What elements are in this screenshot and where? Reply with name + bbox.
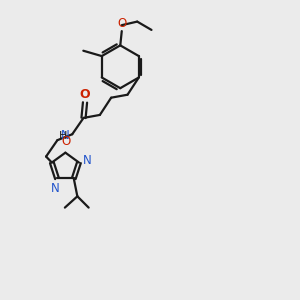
Text: O: O [117, 17, 126, 30]
Text: N: N [51, 182, 60, 195]
Text: N: N [83, 154, 92, 167]
Text: O: O [80, 88, 90, 101]
Text: O: O [62, 135, 71, 148]
Text: H: H [58, 131, 67, 141]
Text: N: N [61, 129, 70, 142]
